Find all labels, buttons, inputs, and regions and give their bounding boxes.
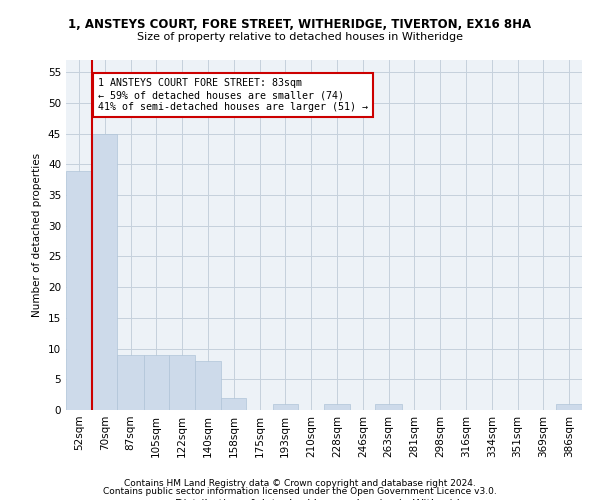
- Bar: [118, 354, 143, 410]
- Bar: [556, 404, 582, 410]
- Text: 1, ANSTEYS COURT, FORE STREET, WITHERIDGE, TIVERTON, EX16 8HA: 1, ANSTEYS COURT, FORE STREET, WITHERIDG…: [68, 18, 532, 30]
- Bar: [272, 404, 298, 410]
- Bar: [66, 170, 92, 410]
- Text: Contains HM Land Registry data © Crown copyright and database right 2024.: Contains HM Land Registry data © Crown c…: [124, 478, 476, 488]
- Bar: [169, 354, 195, 410]
- Y-axis label: Number of detached properties: Number of detached properties: [32, 153, 43, 317]
- X-axis label: Distribution of detached houses by size in Witheridge: Distribution of detached houses by size …: [175, 498, 473, 500]
- Text: 1 ANSTEYS COURT FORE STREET: 83sqm
← 59% of detached houses are smaller (74)
41%: 1 ANSTEYS COURT FORE STREET: 83sqm ← 59%…: [98, 78, 368, 112]
- Text: Contains public sector information licensed under the Open Government Licence v3: Contains public sector information licen…: [103, 487, 497, 496]
- Bar: [221, 398, 247, 410]
- Bar: [324, 404, 350, 410]
- Bar: [143, 354, 169, 410]
- Bar: [92, 134, 118, 410]
- Bar: [195, 361, 221, 410]
- Bar: [376, 404, 401, 410]
- Text: Size of property relative to detached houses in Witheridge: Size of property relative to detached ho…: [137, 32, 463, 42]
